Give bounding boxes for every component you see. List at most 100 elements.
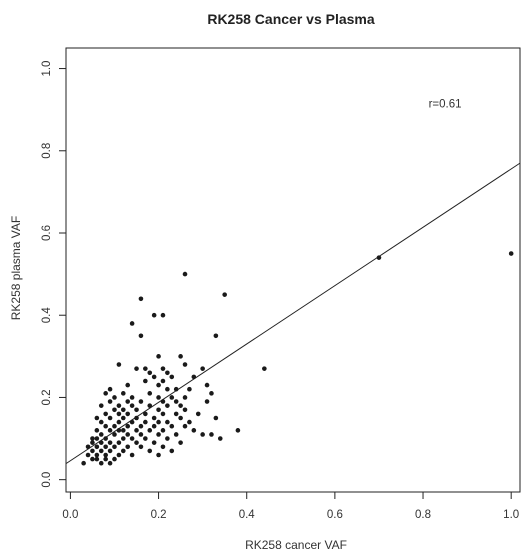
data-point [90, 456, 95, 462]
data-point [116, 419, 122, 425]
data-point [165, 370, 170, 376]
data-point [147, 403, 153, 408]
data-point [376, 255, 382, 260]
y-tick-label: 0.0 [41, 472, 53, 488]
data-point [178, 415, 183, 421]
data-point [112, 444, 117, 450]
correlation-annotation: r=0.61 [429, 99, 462, 111]
data-point [98, 448, 104, 454]
data-point [182, 395, 188, 400]
data-point [116, 428, 122, 433]
x-tick-label: 0.8 [415, 509, 431, 521]
data-point [103, 391, 108, 396]
data-point [112, 395, 117, 400]
data-point [121, 448, 126, 454]
data-point [98, 432, 104, 437]
x-axis: 0.0 0.2 0.4 0.6 0.8 1.0 [62, 492, 519, 521]
plot-area [65, 47, 521, 493]
data-point [204, 399, 210, 404]
data-point [200, 432, 205, 437]
y-tick-label: 0.6 [41, 225, 53, 241]
data-point [112, 456, 117, 462]
data-point [134, 366, 139, 371]
data-point [187, 386, 192, 392]
data-point [160, 366, 166, 371]
data-point [112, 407, 117, 413]
data-point [182, 362, 188, 367]
data-point [94, 452, 100, 458]
data-point [90, 448, 95, 454]
data-point [191, 374, 197, 380]
data-point [138, 444, 144, 450]
y-tick-label: 0.4 [41, 307, 53, 324]
data-point [160, 411, 166, 417]
data-point [151, 423, 157, 429]
y-axis: 0.0 0.2 0.4 0.6 0.8 1.0 [41, 61, 66, 488]
data-point [134, 440, 139, 445]
x-tick-label: 0.2 [151, 509, 167, 521]
data-point [125, 382, 131, 388]
data-point [94, 415, 100, 421]
data-point [116, 452, 122, 458]
data-point [129, 321, 135, 326]
data-point [169, 423, 175, 429]
data-point [129, 419, 135, 425]
data-point [143, 436, 148, 441]
data-point [160, 428, 166, 433]
plot-frame [65, 47, 521, 493]
data-point [121, 428, 126, 433]
data-point [98, 419, 104, 425]
y-axis-label: RK258 plasma VAF [9, 216, 23, 321]
data-point [129, 403, 135, 408]
data-point [160, 312, 166, 318]
data-point [182, 407, 188, 413]
data-point [94, 428, 100, 433]
x-tick-label: 0.0 [62, 509, 78, 521]
data-point [147, 448, 153, 454]
data-point [182, 271, 188, 277]
data-point [121, 415, 126, 421]
data-point [156, 432, 161, 437]
data-point [121, 407, 126, 413]
data-point [169, 395, 175, 400]
data-point [116, 362, 122, 367]
data-point [107, 399, 113, 404]
data-point [138, 423, 144, 429]
data-point [217, 436, 223, 441]
data-point [187, 419, 192, 425]
data-point [125, 423, 131, 429]
data-points [65, 162, 521, 466]
data-point [178, 354, 183, 359]
data-point [94, 444, 100, 450]
chart-title: RK258 Cancer vs Plasma [207, 11, 375, 27]
data-point [112, 432, 117, 437]
data-point [151, 440, 157, 445]
data-point [200, 366, 205, 371]
data-point [178, 440, 183, 445]
data-point [213, 333, 219, 339]
data-point [182, 423, 188, 429]
data-point [165, 386, 170, 392]
data-point [160, 399, 166, 404]
data-point [191, 428, 197, 433]
data-point [169, 448, 175, 454]
data-point [103, 436, 108, 441]
data-point [125, 432, 131, 437]
data-point [156, 407, 161, 413]
regression-line [65, 162, 521, 465]
data-point [116, 440, 122, 445]
data-point [125, 399, 131, 404]
data-point [107, 440, 113, 445]
data-point [125, 444, 131, 450]
data-point [156, 419, 161, 425]
data-point [98, 460, 104, 466]
data-point [138, 333, 144, 339]
data-point [165, 436, 170, 441]
data-point [156, 382, 161, 388]
data-point [173, 432, 179, 437]
data-point [222, 292, 227, 297]
data-point [160, 378, 166, 384]
data-point [173, 399, 179, 404]
data-point [103, 411, 108, 417]
